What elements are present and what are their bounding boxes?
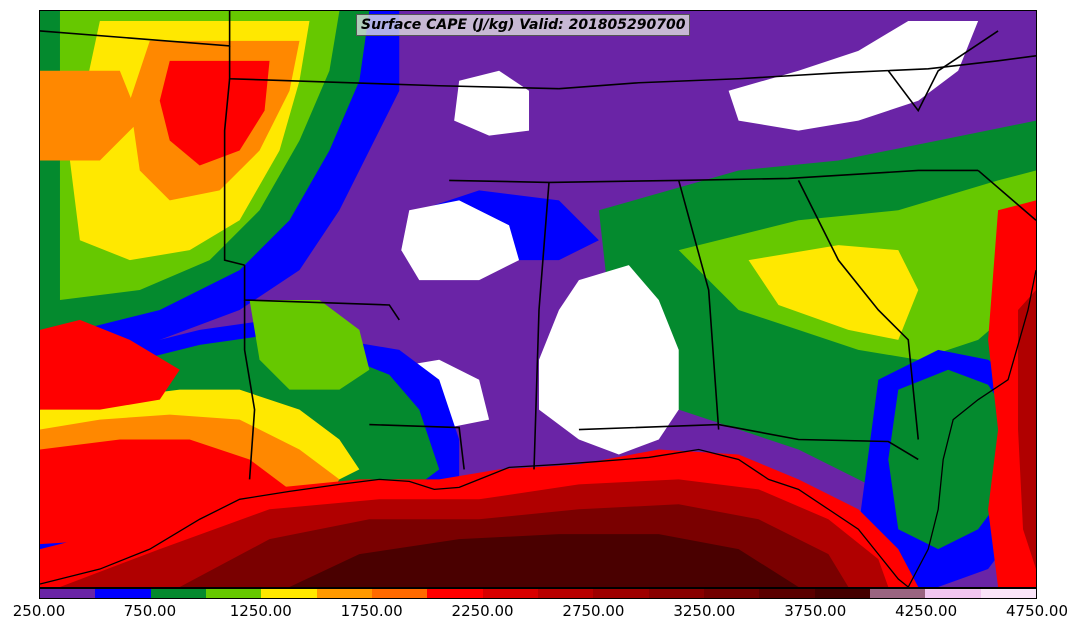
colorbar-swatch (427, 589, 483, 598)
colorbar-swatch (316, 589, 372, 598)
colorbar-tick-label: 750.00 (123, 602, 177, 620)
coastline (40, 269, 1036, 587)
colorbar-tick-label: 4750.00 (1005, 602, 1069, 620)
colorbar-tick-label: 2250.00 (451, 602, 514, 620)
map-title: Surface CAPE (J/kg) Valid: 201805290700 (356, 14, 691, 36)
colorbar-tick-label: 4250.00 (895, 602, 958, 620)
colorbar-swatch (759, 589, 815, 598)
cape-map (39, 10, 1037, 588)
cape-fill-green-east-coast (888, 369, 1019, 550)
cape-fill-lightgreen-texas (249, 299, 370, 390)
colorbar-tick-label: 1750.00 (340, 602, 403, 620)
cape-fill-red-west (159, 60, 270, 166)
colorbar-labels: 250.00 750.00 1250.00 1750.00 2250.00 2750.00… (0, 600, 1081, 624)
colorbar-tick-label: 250.00 (12, 602, 66, 620)
colorbar-tick-label: 1250.00 (229, 602, 292, 620)
colorbar-swatch (150, 589, 206, 598)
cape-map-canvas (40, 11, 1036, 587)
colorbar-swatch (980, 589, 1036, 598)
cape-fill-darkmaroon-gulf (289, 534, 799, 587)
colorbar-swatch (869, 589, 926, 598)
cape-fill-yellow-east (748, 245, 919, 340)
colorbar-swatch (40, 589, 96, 598)
colorbar-swatch (205, 589, 262, 598)
cape-fill-red-west-coast (40, 319, 180, 410)
cape-fill-white-northeast (728, 20, 979, 131)
colorbar-tick-label: 2750.00 (562, 602, 625, 620)
state-borders (40, 11, 1036, 480)
colorbar-swatch (95, 589, 151, 598)
colorbar (39, 588, 1037, 599)
colorbar-swatch (371, 589, 428, 598)
cape-fill-darkred-atlantic (1018, 290, 1036, 570)
colorbar-tick-label: 3250.00 (673, 602, 736, 620)
colorbar-tick-label: 3750.00 (784, 602, 847, 620)
colorbar-swatch (593, 589, 649, 598)
colorbar-swatch (482, 589, 538, 598)
cape-fill-white-central-west (401, 200, 520, 281)
colorbar-swatch (703, 589, 760, 598)
colorbar-swatch (814, 589, 870, 598)
colorbar-swatch (261, 589, 317, 598)
cape-fill-white-central-big (538, 265, 679, 455)
colorbar-swatch (537, 589, 594, 598)
colorbar-swatch (648, 589, 704, 598)
cape-fill-orange-northwest (40, 70, 140, 161)
colorbar-swatch (925, 589, 981, 598)
